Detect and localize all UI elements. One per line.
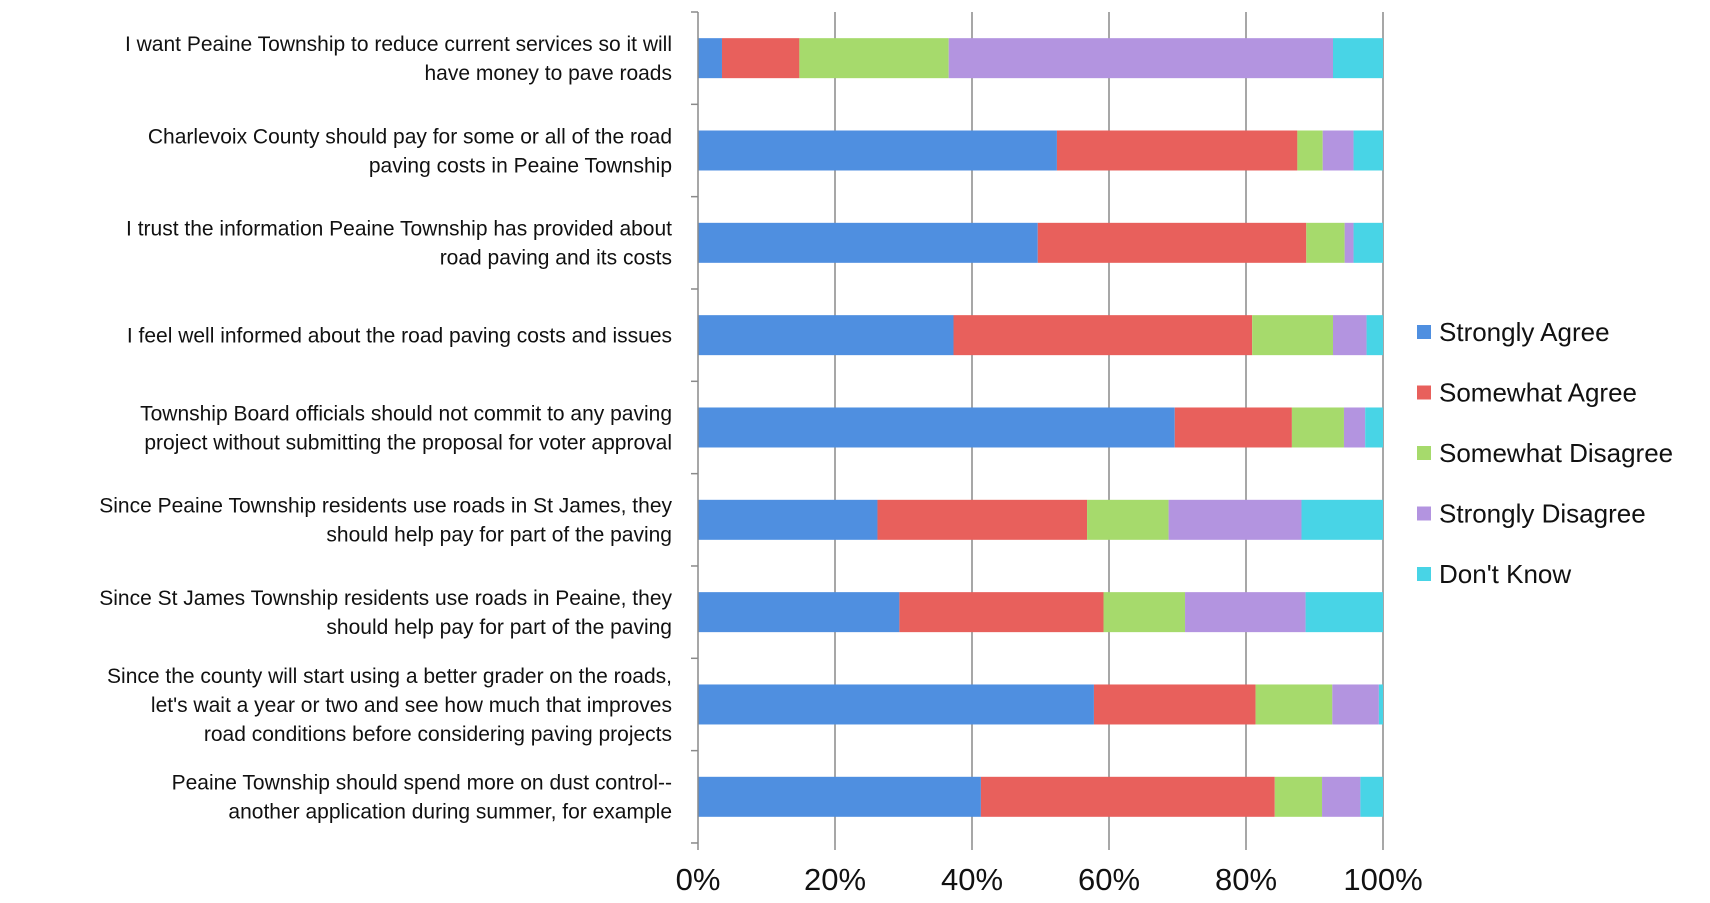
category-label: Charlevoix County should pay for some or… bbox=[148, 125, 672, 177]
category-label-line: another application during summer, for e… bbox=[228, 801, 672, 824]
bar-3-strongly-agree bbox=[698, 222, 1038, 263]
legend-swatch bbox=[1417, 325, 1431, 339]
category-label: Township Board officials should not comm… bbox=[140, 402, 672, 454]
legend-label: Somewhat Disagree bbox=[1439, 438, 1673, 468]
x-tick-labels: 0% 20% 40% 60% 80% 100% bbox=[676, 862, 1423, 897]
category-label-line: let's wait a year or two and see how muc… bbox=[151, 694, 672, 717]
bar-7-strongly-agree bbox=[698, 592, 900, 633]
bar-7-somewhat-disagree bbox=[1103, 592, 1186, 633]
category-label-line: Since the county will start using a bett… bbox=[107, 665, 672, 688]
bar-1-strongly-agree bbox=[698, 38, 722, 79]
legend-label: Strongly Disagree bbox=[1439, 499, 1646, 529]
category-label-line: Since St James Township residents use ro… bbox=[99, 587, 672, 610]
bar-4-don-t-know bbox=[1366, 315, 1383, 356]
bar-5-somewhat-agree bbox=[1174, 407, 1292, 448]
bar-8-strongly-agree bbox=[698, 684, 1094, 725]
bar-1-don-t-know bbox=[1332, 38, 1383, 79]
x-tick-label: 60% bbox=[1078, 862, 1140, 897]
category-label-line: I want Peaine Township to reduce current… bbox=[125, 33, 672, 56]
legend-label: Don't Know bbox=[1439, 559, 1571, 589]
bar-4-somewhat-agree bbox=[953, 315, 1253, 356]
category-label-line: should help pay for part of the paving bbox=[326, 616, 672, 639]
x-tick-label: 20% bbox=[804, 862, 866, 897]
bar-7-don-t-know bbox=[1305, 592, 1383, 633]
bar-4-strongly-disagree bbox=[1332, 315, 1367, 356]
bar-5-don-t-know bbox=[1365, 407, 1383, 448]
bar-5-strongly-agree bbox=[698, 407, 1175, 448]
category-label-line: I feel well informed about the road pavi… bbox=[127, 325, 672, 348]
bar-1-strongly-disagree bbox=[948, 38, 1333, 79]
x-tick-label: 80% bbox=[1215, 862, 1277, 897]
category-label-line: Since Peaine Township residents use road… bbox=[99, 495, 672, 518]
category-label: I feel well informed about the road pavi… bbox=[127, 325, 672, 348]
x-tick-label: 0% bbox=[676, 862, 721, 897]
bar-3-strongly-disagree bbox=[1344, 222, 1354, 263]
legend-swatch bbox=[1417, 385, 1431, 400]
category-label-line: I trust the information Peaine Township … bbox=[126, 218, 672, 241]
legend: Strongly Agree Somewhat Agree Somewhat Dis… bbox=[1417, 317, 1673, 589]
bar-2-strongly-agree bbox=[698, 130, 1057, 171]
category-label-line: road conditions before considering pavin… bbox=[204, 723, 672, 746]
bar-1-somewhat-agree bbox=[721, 38, 800, 79]
category-label: Peaine Township should spend more on dus… bbox=[172, 772, 672, 824]
category-label: Since the county will start using a bett… bbox=[107, 665, 672, 746]
bar-2-strongly-disagree bbox=[1322, 130, 1354, 171]
bar-9-somewhat-agree bbox=[980, 776, 1275, 817]
bar-7-strongly-disagree bbox=[1185, 592, 1306, 633]
bar-2-somewhat-agree bbox=[1056, 130, 1298, 171]
bar-6-strongly-agree bbox=[698, 499, 878, 540]
bar-5-strongly-disagree bbox=[1343, 407, 1366, 448]
bars bbox=[698, 38, 1383, 817]
bar-2-don-t-know bbox=[1353, 130, 1383, 171]
bar-9-somewhat-disagree bbox=[1274, 776, 1323, 817]
y-axis bbox=[691, 11, 699, 844]
x-tick-label: 40% bbox=[941, 862, 1003, 897]
category-label-line: Charlevoix County should pay for some or… bbox=[148, 125, 672, 148]
bar-6-don-t-know bbox=[1301, 499, 1383, 540]
bar-9-strongly-disagree bbox=[1322, 776, 1361, 817]
bar-8-somewhat-agree bbox=[1093, 684, 1256, 725]
category-label: Since St James Township residents use ro… bbox=[99, 587, 672, 639]
bar-9-strongly-agree bbox=[698, 776, 981, 817]
bar-7-somewhat-agree bbox=[899, 592, 1104, 633]
bar-1-somewhat-disagree bbox=[799, 38, 949, 79]
category-label-line: should help pay for part of the paving bbox=[326, 524, 672, 547]
category-label: Since Peaine Township residents use road… bbox=[99, 495, 672, 547]
legend-swatch bbox=[1417, 506, 1431, 521]
bar-3-somewhat-agree bbox=[1037, 222, 1307, 263]
category-label-line: have money to pave roads bbox=[425, 62, 673, 85]
legend-swatch bbox=[1417, 446, 1431, 460]
bar-8-strongly-disagree bbox=[1332, 684, 1379, 725]
category-label-line: road paving and its costs bbox=[440, 247, 672, 270]
category-label-line: paving costs in Peaine Township bbox=[369, 154, 672, 177]
x-tick-label: 100% bbox=[1343, 862, 1422, 897]
legend-swatch bbox=[1417, 567, 1431, 581]
bar-6-somewhat-disagree bbox=[1087, 499, 1169, 540]
legend-label: Strongly Agree bbox=[1439, 317, 1610, 347]
category-label: I want Peaine Township to reduce current… bbox=[125, 33, 672, 85]
bar-6-somewhat-agree bbox=[877, 499, 1088, 540]
bar-8-somewhat-disagree bbox=[1255, 684, 1333, 725]
category-label-line: project without submitting the proposal … bbox=[144, 431, 672, 454]
bar-4-somewhat-disagree bbox=[1252, 315, 1333, 356]
legend-label: Somewhat Agree bbox=[1439, 378, 1637, 408]
bar-3-don-t-know bbox=[1353, 222, 1383, 263]
category-label: I trust the information Peaine Township … bbox=[126, 218, 672, 270]
bar-2-somewhat-disagree bbox=[1297, 130, 1323, 171]
category-label-line: Township Board officials should not comm… bbox=[140, 402, 672, 425]
bar-4-strongly-agree bbox=[698, 315, 954, 356]
bar-8-don-t-know bbox=[1378, 684, 1383, 725]
bar-6-strongly-disagree bbox=[1168, 499, 1302, 540]
category-label-line: Peaine Township should spend more on dus… bbox=[172, 772, 672, 795]
category-labels: I want Peaine Township to reduce current… bbox=[99, 33, 672, 824]
bar-3-somewhat-disagree bbox=[1306, 222, 1345, 263]
bar-9-don-t-know bbox=[1360, 776, 1383, 817]
bar-5-somewhat-disagree bbox=[1291, 407, 1344, 448]
